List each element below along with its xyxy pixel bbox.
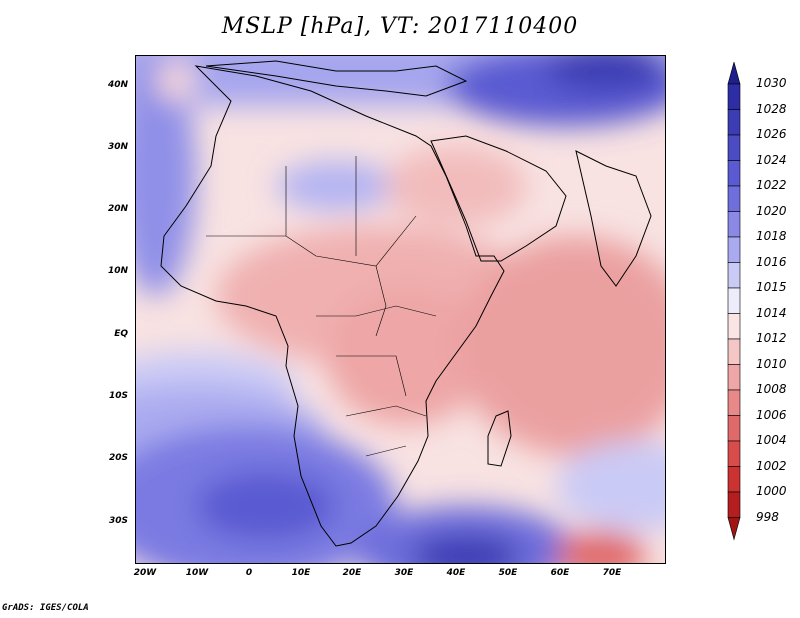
lat-tick-label: 40N bbox=[107, 80, 128, 90]
colorbar-cell bbox=[727, 262, 741, 289]
lon-tick-label: 20E bbox=[342, 568, 362, 578]
colorbar-cell bbox=[727, 364, 741, 391]
colorbar-level-label: 1002 bbox=[756, 458, 787, 473]
footer-credit: GrADS: IGES/COLA bbox=[2, 603, 89, 613]
colorbar-cell bbox=[727, 415, 741, 442]
madagascar-coastline bbox=[487, 410, 512, 467]
lat-tick-label: 10S bbox=[108, 391, 128, 401]
colorbar-bottom-arrow bbox=[727, 517, 741, 541]
coastlines bbox=[160, 60, 652, 547]
colorbar-level-label: 1026 bbox=[756, 127, 787, 141]
lat-tick-label: 30N bbox=[107, 142, 128, 152]
colorbar-level-label: 1014 bbox=[756, 305, 787, 320]
colorbar-cell bbox=[727, 338, 741, 365]
lon-tick-label: 10E bbox=[291, 568, 311, 578]
colorbar-cell bbox=[727, 466, 741, 493]
colorbar-level-label: 1022 bbox=[756, 178, 787, 192]
lon-tick-label: 0 bbox=[245, 568, 253, 578]
colorbar-cell bbox=[727, 134, 741, 161]
colorbar-level-label: 1030 bbox=[756, 76, 787, 90]
colorbar-level-label: 1006 bbox=[756, 407, 787, 422]
lat-tick-label: 30S bbox=[108, 516, 128, 526]
colorbar-level-label: 1028 bbox=[756, 101, 787, 116]
colorbar-cell bbox=[727, 313, 741, 340]
pressure-map bbox=[135, 55, 666, 564]
lon-tick-label: 20W bbox=[133, 568, 157, 578]
india-coastline bbox=[575, 150, 652, 287]
colorbar-level-label: 1018 bbox=[756, 229, 787, 243]
colorbar-level-label: 1008 bbox=[756, 382, 787, 396]
colorbar-cell bbox=[727, 211, 741, 238]
colorbar-cell bbox=[727, 185, 741, 212]
africa-coastline bbox=[160, 65, 505, 547]
colorbar-cell bbox=[727, 491, 741, 518]
lon-tick-label: 40E bbox=[446, 568, 466, 578]
colorbar-cell bbox=[727, 287, 741, 314]
lat-tick-label: 20S bbox=[108, 453, 128, 463]
lon-tick-label: 30E bbox=[394, 568, 414, 578]
lat-tick-label: 20N bbox=[107, 204, 128, 214]
colorbar-level-label: 1016 bbox=[756, 254, 787, 269]
colorbar-cell bbox=[727, 440, 741, 467]
colorbar-cell bbox=[727, 109, 741, 136]
lat-tick-label: EQ bbox=[114, 329, 128, 339]
colorbar-cell bbox=[727, 236, 741, 263]
colorbar-cell bbox=[727, 160, 741, 187]
colorbar-level-label: 1004 bbox=[756, 433, 787, 447]
colorbar-level-label: 1000 bbox=[756, 484, 787, 498]
lat-tick-label: 10N bbox=[107, 266, 128, 276]
arabia-coastline bbox=[430, 135, 567, 262]
colorbar-level-label: 1015 bbox=[756, 280, 787, 294]
colorbar-level-label: 998 bbox=[756, 509, 779, 524]
chart-title: MSLP [hPa], VT: 2017110400 bbox=[221, 14, 579, 39]
colorbar-level-label: 1010 bbox=[756, 356, 787, 371]
lon-tick-label: 10W bbox=[185, 568, 209, 578]
country-borders bbox=[206, 156, 437, 457]
colorbar-top-arrow bbox=[727, 62, 741, 85]
lon-tick-label: 60E bbox=[550, 568, 570, 578]
lon-tick-label: 50E bbox=[498, 568, 518, 578]
colorbar-level-label: 1024 bbox=[756, 152, 787, 167]
pressure-field bbox=[136, 56, 665, 563]
colorbar-level-label: 1012 bbox=[756, 331, 787, 345]
colorbar bbox=[727, 62, 741, 541]
colorbar-cell bbox=[727, 83, 741, 110]
colorbar-cell bbox=[727, 389, 741, 416]
lon-tick-label: 70E bbox=[602, 568, 622, 578]
colorbar-level-label: 1020 bbox=[756, 203, 787, 218]
europe-coastline bbox=[205, 60, 468, 97]
